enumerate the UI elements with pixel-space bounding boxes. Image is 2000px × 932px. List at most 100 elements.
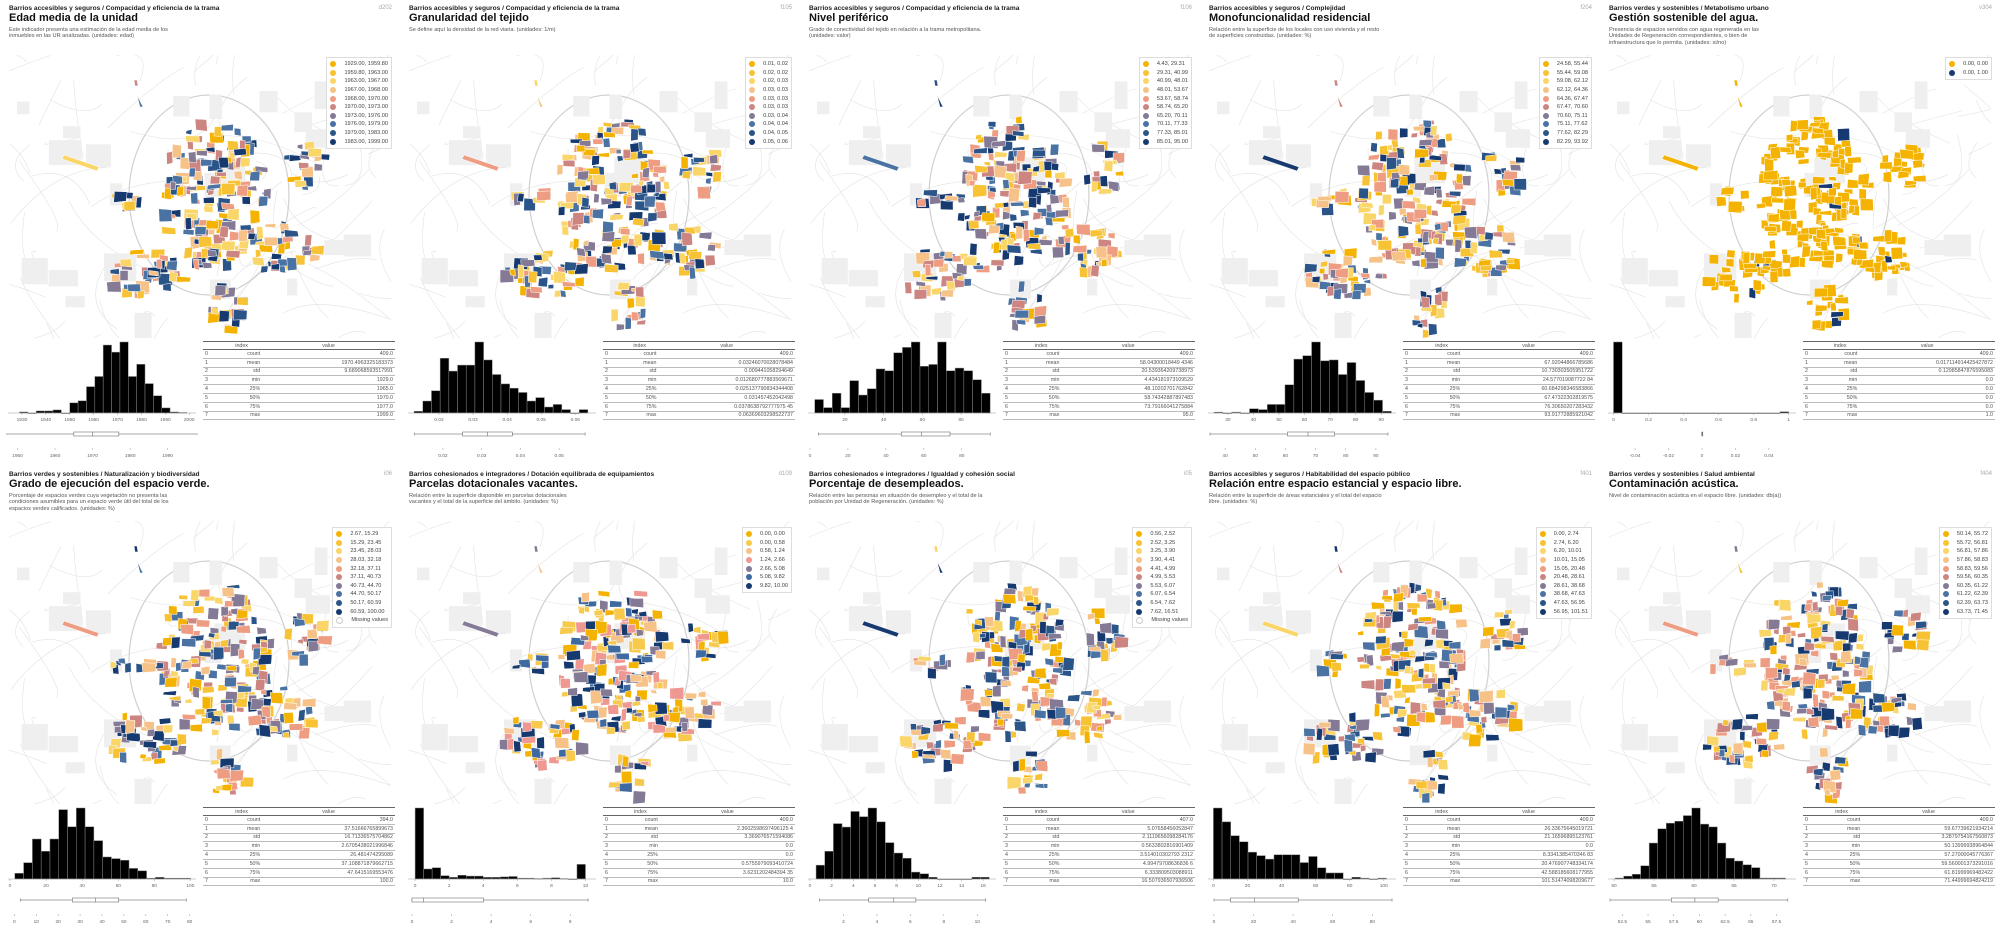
regeneration-unit[interactable] [632, 218, 645, 227]
regeneration-unit[interactable] [1064, 241, 1071, 257]
regeneration-unit[interactable] [1501, 231, 1516, 243]
regeneration-unit[interactable] [933, 545, 939, 553]
regeneration-unit[interactable] [1815, 304, 1828, 312]
regeneration-unit[interactable] [1049, 194, 1060, 205]
regeneration-unit[interactable] [597, 706, 608, 719]
regeneration-unit[interactable] [952, 255, 962, 263]
regeneration-unit[interactable] [566, 650, 581, 661]
regeneration-unit[interactable] [629, 142, 640, 153]
regeneration-unit[interactable] [1360, 201, 1374, 209]
regeneration-unit[interactable] [972, 184, 987, 198]
regeneration-unit[interactable] [1096, 725, 1103, 732]
regeneration-unit[interactable] [1067, 694, 1081, 702]
regeneration-unit[interactable] [297, 708, 306, 722]
regeneration-unit[interactable] [950, 753, 965, 765]
regeneration-unit[interactable] [652, 172, 660, 178]
regeneration-unit[interactable] [601, 231, 616, 243]
regeneration-unit[interactable] [1768, 731, 1780, 741]
regeneration-unit[interactable] [1017, 280, 1026, 293]
regeneration-unit[interactable] [925, 275, 939, 281]
regeneration-unit[interactable] [615, 652, 630, 661]
regeneration-unit[interactable] [1769, 146, 1781, 160]
regeneration-unit[interactable] [1817, 678, 1826, 689]
regeneration-unit[interactable] [609, 214, 624, 221]
regeneration-unit[interactable] [1090, 264, 1100, 278]
regeneration-unit[interactable] [225, 250, 241, 259]
regeneration-unit[interactable] [1728, 201, 1743, 213]
regeneration-unit[interactable] [561, 225, 569, 236]
regeneration-unit[interactable] [1911, 717, 1923, 731]
regeneration-unit[interactable] [1087, 612, 1095, 621]
regeneration-unit[interactable] [1891, 624, 1904, 637]
regeneration-unit[interactable] [1417, 667, 1425, 679]
regeneration-unit[interactable] [1386, 144, 1393, 151]
regeneration-unit[interactable] [1821, 690, 1830, 699]
regeneration-unit[interactable] [1846, 179, 1860, 189]
regeneration-unit[interactable] [1781, 220, 1792, 232]
regeneration-unit[interactable] [1097, 188, 1113, 195]
regeneration-unit[interactable] [1834, 296, 1849, 304]
regeneration-unit[interactable] [559, 626, 574, 635]
regeneration-unit[interactable] [638, 180, 645, 187]
regeneration-unit[interactable] [1054, 209, 1069, 218]
regeneration-unit[interactable] [1479, 637, 1491, 649]
regeneration-unit[interactable] [181, 713, 197, 721]
regeneration-unit[interactable] [622, 149, 631, 160]
regeneration-unit[interactable] [975, 133, 983, 141]
regeneration-unit[interactable] [1853, 249, 1868, 261]
regeneration-unit[interactable] [306, 628, 318, 640]
regeneration-unit[interactable] [620, 770, 633, 784]
regeneration-unit[interactable] [1835, 716, 1843, 729]
regeneration-unit[interactable] [133, 545, 139, 553]
regeneration-unit[interactable] [1765, 667, 1779, 680]
regeneration-unit[interactable] [600, 197, 613, 206]
regeneration-unit[interactable] [1062, 656, 1075, 671]
regeneration-unit[interactable] [639, 308, 647, 319]
regeneration-unit[interactable] [1033, 305, 1047, 317]
regeneration-unit[interactable] [1834, 756, 1847, 765]
regeneration-unit[interactable] [1049, 678, 1058, 686]
regeneration-unit[interactable] [522, 721, 532, 733]
regeneration-unit[interactable] [586, 709, 600, 719]
regeneration-unit[interactable] [1713, 745, 1720, 753]
regeneration-unit[interactable] [1375, 635, 1387, 645]
regeneration-unit[interactable] [201, 248, 209, 259]
regeneration-unit[interactable] [109, 660, 117, 669]
regeneration-unit[interactable] [1055, 706, 1067, 719]
regeneration-unit[interactable] [185, 129, 193, 136]
regeneration-unit[interactable] [1038, 682, 1052, 690]
regeneration-unit[interactable] [988, 224, 1001, 235]
regeneration-unit[interactable] [1360, 744, 1367, 753]
regeneration-unit[interactable] [625, 195, 633, 206]
choropleth-map[interactable] [809, 521, 1191, 804]
regeneration-unit[interactable] [1470, 241, 1478, 254]
regeneration-unit[interactable] [249, 209, 261, 225]
regeneration-unit[interactable] [1383, 678, 1392, 690]
regeneration-unit[interactable] [1064, 228, 1075, 238]
regeneration-unit[interactable] [1056, 641, 1063, 650]
regeneration-unit[interactable] [298, 727, 311, 740]
regeneration-unit[interactable] [1363, 279, 1372, 285]
regeneration-unit[interactable] [1508, 717, 1524, 733]
regeneration-unit[interactable] [1435, 246, 1445, 260]
regeneration-unit[interactable] [260, 641, 268, 649]
regeneration-unit[interactable] [963, 256, 978, 266]
regeneration-unit[interactable] [1311, 276, 1321, 283]
regeneration-unit[interactable] [1445, 696, 1454, 703]
regeneration-unit[interactable] [1450, 203, 1462, 214]
regeneration-unit[interactable] [1899, 148, 1915, 160]
regeneration-unit[interactable] [282, 731, 290, 739]
regeneration-unit[interactable] [1505, 629, 1513, 640]
regeneration-unit[interactable] [1448, 190, 1462, 197]
regeneration-unit[interactable] [1435, 199, 1443, 206]
regeneration-unit[interactable] [973, 215, 982, 222]
regeneration-unit[interactable] [1316, 664, 1330, 677]
regeneration-unit[interactable] [194, 118, 208, 132]
regeneration-unit[interactable] [237, 648, 245, 660]
regeneration-unit[interactable] [1437, 782, 1446, 795]
regeneration-unit[interactable] [1261, 154, 1300, 172]
regeneration-unit[interactable] [169, 181, 177, 190]
regeneration-unit[interactable] [624, 689, 632, 699]
regeneration-unit[interactable] [213, 709, 224, 717]
regeneration-unit[interactable] [1003, 587, 1017, 595]
